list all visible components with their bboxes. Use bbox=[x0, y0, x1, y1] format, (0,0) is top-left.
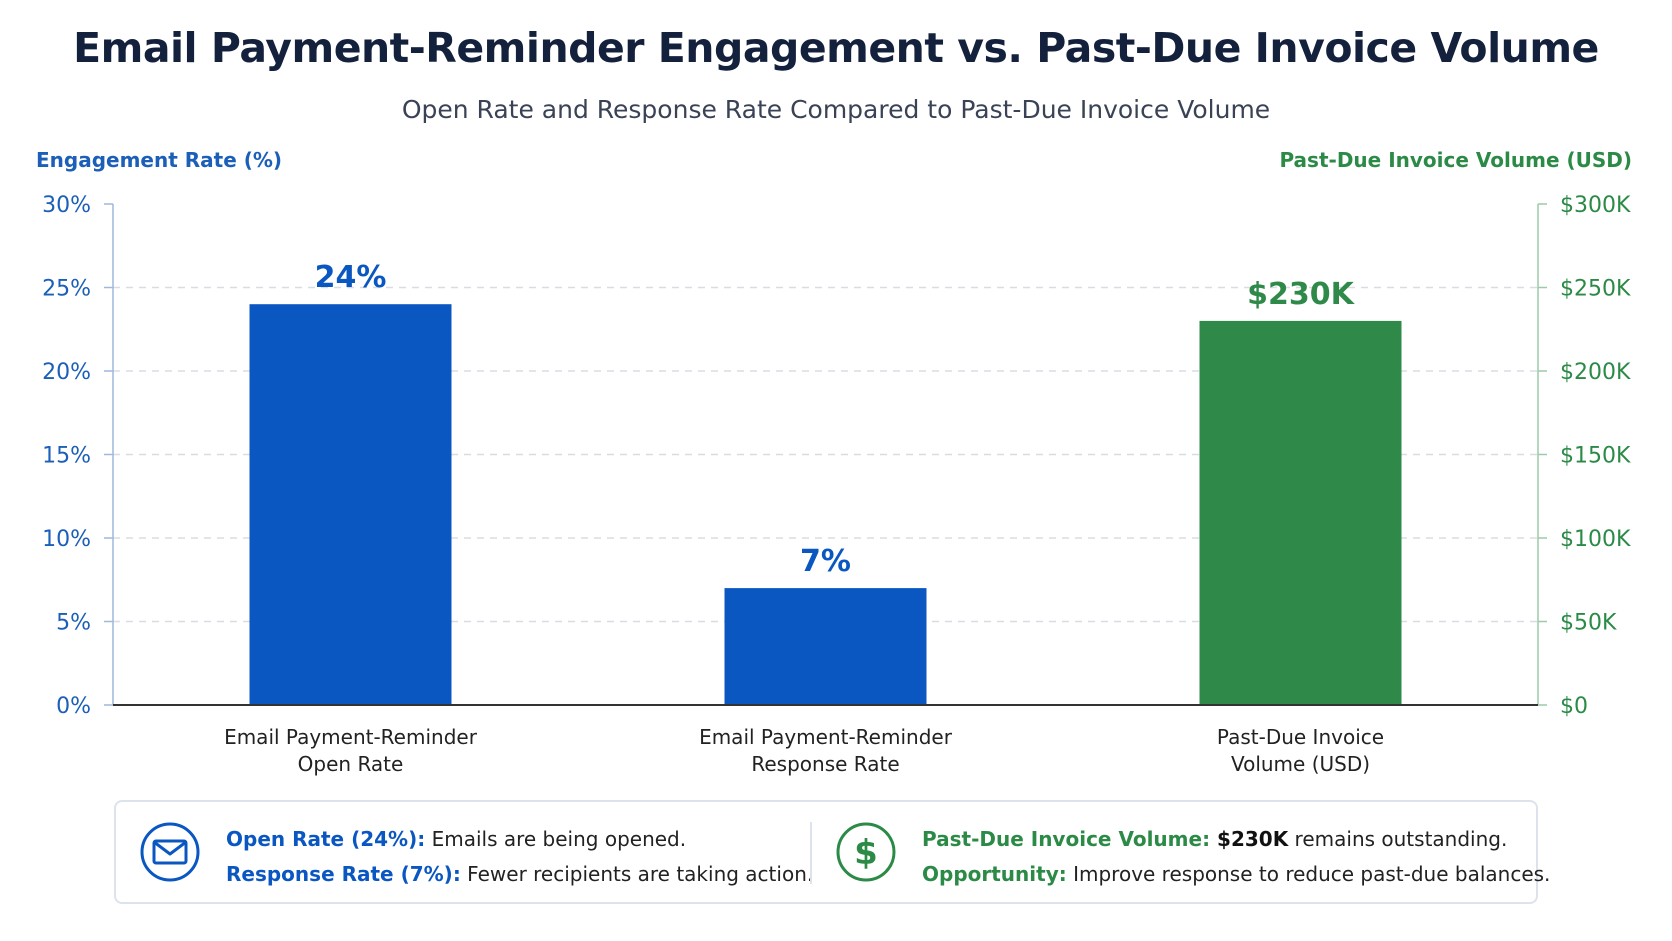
summary-panel: Open Rate (24%): Emails are being opened… bbox=[114, 800, 1550, 904]
chart-subtitle: Open Rate and Response Rate Compared to … bbox=[401, 95, 1271, 124]
bar-value-label: 7% bbox=[800, 544, 851, 579]
response-rate-text: Fewer recipients are taking action. bbox=[460, 862, 814, 886]
right-axis-tick-label: $100K bbox=[1560, 527, 1631, 552]
category-label: Response Rate bbox=[751, 752, 899, 776]
left-axis-title: Engagement Rate (%) bbox=[36, 148, 282, 172]
bar bbox=[1199, 320, 1402, 705]
category-label: Past-Due Invoice bbox=[1217, 725, 1384, 749]
svg-text:$: $ bbox=[854, 833, 878, 873]
left-axis-tick-label: 20% bbox=[42, 360, 91, 385]
opportunity-line: Opportunity: Improve response to reduce … bbox=[922, 857, 1550, 892]
volume-key: Past-Due Invoice Volume: bbox=[922, 827, 1211, 851]
right-axis-tick-label: $250K bbox=[1560, 277, 1631, 302]
envelope-icon bbox=[140, 822, 200, 882]
category-label: Open Rate bbox=[298, 752, 404, 776]
volume-text: remains outstanding. bbox=[1288, 827, 1508, 851]
right-axis-title: Past-Due Invoice Volume (USD) bbox=[1279, 148, 1632, 172]
right-axis-tick-label: $300K bbox=[1560, 193, 1631, 218]
volume-line: Past-Due Invoice Volume: $230K remains o… bbox=[922, 822, 1550, 857]
response-rate-line: Response Rate (7%): Fewer recipients are… bbox=[226, 857, 813, 892]
open-rate-line: Open Rate (24%): Emails are being opened… bbox=[226, 822, 813, 857]
bar-value-label: 24% bbox=[315, 260, 387, 295]
left-axis-tick-label: 5% bbox=[56, 611, 91, 636]
category-label: Email Payment-Reminder bbox=[224, 725, 478, 749]
opportunity-text: Improve response to reduce past-due bala… bbox=[1066, 862, 1551, 886]
volume-value: $230K bbox=[1210, 827, 1289, 851]
right-axis-tick-label: $0 bbox=[1560, 694, 1588, 719]
bar bbox=[724, 588, 927, 705]
category-label: Volume (USD) bbox=[1231, 752, 1370, 776]
bar bbox=[249, 304, 452, 705]
open-rate-key: Open Rate (24%): bbox=[226, 827, 426, 851]
engagement-summary: Open Rate (24%): Emails are being opened… bbox=[140, 802, 813, 902]
summary-divider bbox=[810, 822, 812, 884]
left-axis-tick-label: 15% bbox=[42, 444, 91, 469]
opportunity-key: Opportunity: bbox=[922, 862, 1067, 886]
bar-value-label: $230K bbox=[1247, 277, 1355, 312]
volume-summary-text: Past-Due Invoice Volume: $230K remains o… bbox=[922, 822, 1550, 892]
bar-chart: 0% 5% 10% 15% 20% 25% 30% $0 $50K $100K $150K $200K… bbox=[36, 148, 1632, 776]
response-rate-key: Response Rate (7%): bbox=[226, 862, 461, 886]
right-axis-tick-label: $50K bbox=[1560, 611, 1617, 636]
right-axis-tick-label: $150K bbox=[1560, 444, 1631, 469]
engagement-summary-text: Open Rate (24%): Emails are being opened… bbox=[226, 822, 813, 892]
volume-summary: $ Past-Due Invoice Volume: $230K remains… bbox=[836, 802, 1550, 902]
left-axis-tick-label: 0% bbox=[56, 694, 91, 719]
left-axis-tick-label: 25% bbox=[42, 277, 91, 302]
dollar-icon: $ bbox=[836, 822, 896, 882]
chart-title: Email Payment-Reminder Engagement vs. Pa… bbox=[73, 24, 1599, 72]
category-label: Email Payment-Reminder bbox=[699, 725, 953, 749]
left-axis-tick-label: 10% bbox=[42, 527, 91, 552]
left-axis-tick-label: 30% bbox=[42, 193, 91, 218]
right-axis-tick-label: $200K bbox=[1560, 360, 1631, 385]
open-rate-text: Emails are being opened. bbox=[425, 827, 687, 851]
